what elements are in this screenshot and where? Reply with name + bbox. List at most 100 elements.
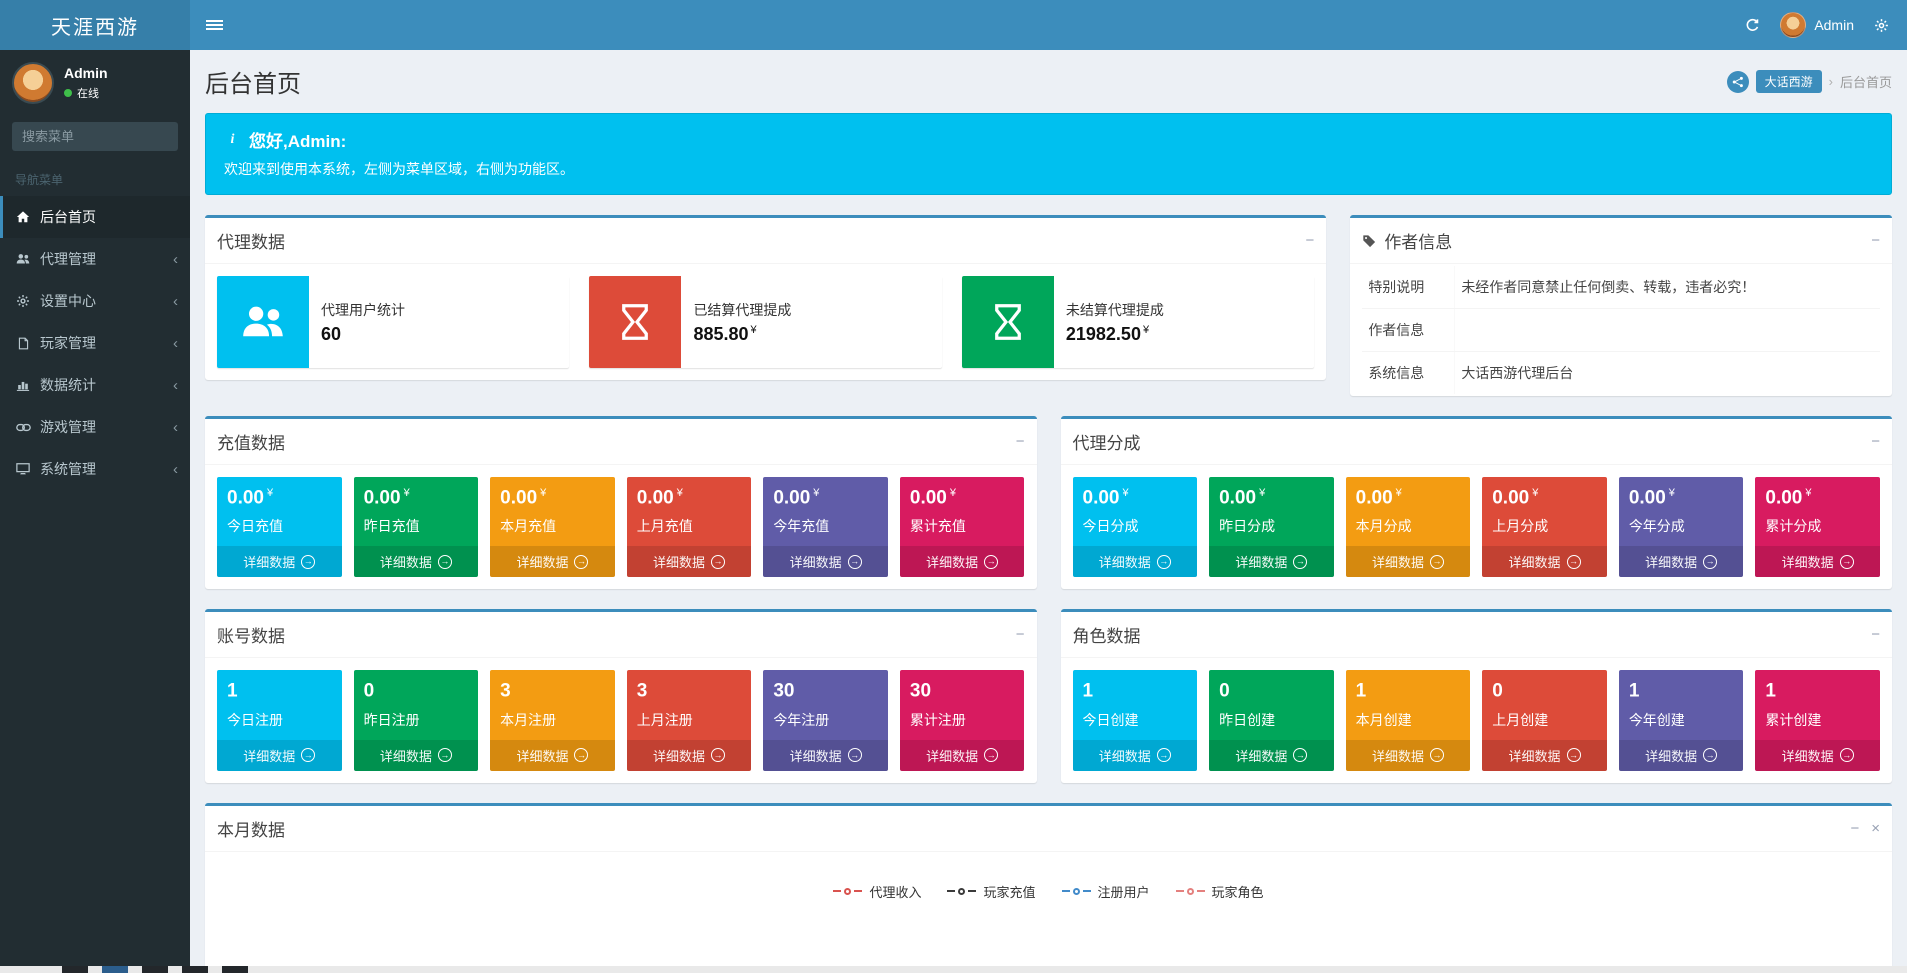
user-menu[interactable]: Admin — [1780, 12, 1854, 38]
sidebar-toggle-button[interactable] — [190, 0, 238, 50]
sidebar-item-dashboard[interactable]: 后台首页 — [0, 196, 190, 238]
tile-label: 累计分成 — [1765, 518, 1822, 535]
tile-value: 1 — [1082, 680, 1094, 702]
user-avatar — [1780, 12, 1807, 38]
refresh-button[interactable] — [1745, 18, 1760, 33]
tile-label: 今日充值 — [227, 518, 283, 535]
tile-detail-link[interactable]: 详细数据 → — [626, 546, 752, 578]
breadcrumb: 大话西游 › 后台首页 — [1726, 70, 1892, 93]
share-icon[interactable] — [1726, 70, 1749, 93]
collapse-button[interactable]: − — [1871, 232, 1880, 249]
stat-tile: 0 昨日注册 详细数据 → — [353, 670, 479, 771]
sidebar-user-avatar — [12, 62, 54, 104]
collapse-button[interactable]: − — [1850, 819, 1860, 837]
sidebar-item-player-management[interactable]: 玩家管理 ‹ — [0, 322, 190, 364]
arrow-circle-icon: → — [1429, 748, 1444, 763]
tile-value: 30 — [773, 680, 795, 702]
legend-circle-icon — [844, 887, 852, 895]
stat-value: 21982.50 ¥ — [1065, 323, 1150, 344]
tile-detail-link[interactable]: 详细数据 → — [626, 739, 752, 771]
box-title: 充值数据 — [217, 434, 285, 453]
tile-detail-link[interactable]: 详细数据 → — [1482, 546, 1607, 578]
tile-detail-link[interactable]: 详细数据 → — [1345, 546, 1471, 578]
legend-item[interactable]: 注册用户 — [1061, 882, 1150, 901]
legend-item[interactable]: 代理收入 — [833, 882, 921, 901]
legend-line-icon — [1196, 890, 1205, 893]
tile-detail-link[interactable]: 详细数据 → — [217, 739, 342, 771]
chevron-left-icon: ‹ — [173, 460, 178, 478]
main-header: 天涯西游 Admin — [0, 0, 1907, 50]
arrow-circle-icon: → — [984, 554, 999, 569]
collapse-button[interactable]: − — [1305, 232, 1315, 249]
collapse-button[interactable]: − — [1015, 433, 1025, 450]
tile-detail-link[interactable]: 详细数据 → — [899, 739, 1025, 771]
tile-detail-link[interactable]: 详细数据 → — [1072, 546, 1198, 578]
chevron-left-icon: ‹ — [173, 376, 178, 394]
tile-detail-link[interactable]: 详细数据 → — [763, 546, 888, 578]
sidebar: Admin 在线 导航菜单 后台首页 代理管理 ‹ 设置中心 ‹ 玩家管理 ‹ — [0, 50, 190, 973]
app-logo[interactable]: 天涯西游 — [0, 0, 190, 50]
author-info-row: 作者信息 — [1362, 309, 1880, 352]
stat-tile: 0.00 ¥ 今年分成 详细数据 → — [1618, 477, 1744, 578]
users-icon — [15, 252, 31, 266]
search-input[interactable] — [12, 122, 178, 151]
tile-detail-link[interactable]: 详细数据 → — [1755, 546, 1880, 578]
status-dot-icon — [64, 89, 72, 97]
tile-detail-link[interactable]: 详细数据 → — [353, 739, 479, 771]
arrow-circle-icon: → — [301, 554, 316, 569]
arrow-circle-icon: → — [711, 554, 726, 569]
arrow-circle-icon: → — [1839, 554, 1854, 569]
tile-detail-link[interactable]: 详细数据 → — [763, 739, 888, 771]
refresh-icon — [1745, 18, 1760, 33]
collapse-button[interactable]: − — [1871, 626, 1880, 644]
chevron-left-icon: ‹ — [173, 418, 178, 436]
collapse-button[interactable]: − — [1871, 433, 1880, 450]
tile-detail-link[interactable]: 详细数据 → — [1755, 739, 1880, 771]
users-icon — [217, 276, 309, 368]
arrow-circle-icon: → — [847, 748, 862, 763]
stat-tile: 1 今日注册 详细数据 → — [217, 670, 342, 771]
tile-value: 0.00 ¥ — [1355, 487, 1402, 509]
arrow-circle-icon: → — [574, 554, 589, 569]
sidebar-item-agent-management[interactable]: 代理管理 ‹ — [0, 238, 190, 280]
user-panel: Admin 在线 — [0, 50, 190, 116]
stat-tile: 1 今年创建 详细数据 → — [1618, 670, 1744, 771]
settings-button[interactable] — [1874, 18, 1889, 33]
sidebar-item-settings-center[interactable]: 设置中心 ‹ — [0, 280, 190, 322]
tile-detail-link[interactable]: 详细数据 → — [1618, 739, 1744, 771]
legend-item[interactable]: 玩家角色 — [1175, 882, 1264, 901]
tile-detail-link[interactable]: 详细数据 → — [1072, 739, 1198, 771]
tile-detail-link[interactable]: 详细数据 → — [490, 546, 615, 578]
legend-line-icon — [854, 890, 863, 893]
legend-line-icon — [1082, 890, 1091, 893]
tile-detail-link[interactable]: 详细数据 → — [1209, 546, 1334, 578]
alert-message: 欢迎来到使用本系统，左侧为菜单区域，右侧为功能区。 — [224, 161, 574, 177]
agent-data-box: 代理数据 − 代理用户统计 60 — [205, 215, 1327, 380]
sidebar-item-data-statistics[interactable]: 数据统计 ‹ — [0, 364, 190, 406]
tile-label: 今日分成 — [1082, 518, 1139, 535]
tile-detail-link[interactable]: 详细数据 → — [1482, 739, 1607, 771]
close-button[interactable]: × — [1871, 819, 1880, 837]
sidebar-item-system-management[interactable]: 系统管理 ‹ — [0, 448, 190, 490]
stat-tile: 0.00 ¥ 本月充值 详细数据 → — [490, 477, 615, 578]
tile-label: 本月注册 — [500, 711, 557, 728]
tile-value: 0 — [1219, 680, 1230, 702]
sidebar-item-game-management[interactable]: 游戏管理 ‹ — [0, 406, 190, 448]
arrow-circle-icon: → — [1703, 554, 1718, 569]
tile-detail-link[interactable]: 详细数据 → — [1618, 546, 1744, 578]
collapse-button[interactable]: − — [1015, 626, 1025, 644]
tile-detail-link[interactable]: 详细数据 → — [353, 546, 479, 578]
page-title: 后台首页 — [205, 71, 301, 98]
tile-detail-link[interactable]: 详细数据 → — [899, 546, 1025, 578]
tile-detail-link[interactable]: 详细数据 → — [217, 546, 342, 578]
tile-detail-link[interactable]: 详细数据 → — [490, 739, 615, 771]
tile-detail-link[interactable]: 详细数据 → — [1345, 739, 1471, 771]
breadcrumb-badge[interactable]: 大话西游 — [1755, 70, 1822, 93]
tile-detail-link[interactable]: 详细数据 → — [1209, 739, 1334, 771]
arrow-circle-icon: → — [984, 748, 999, 763]
tile-value: 0.00 ¥ — [773, 487, 820, 509]
stat-tile: 0 上月创建 详细数据 → — [1482, 670, 1607, 771]
legend-circle-icon — [958, 887, 966, 895]
commission-data-box: 代理分成 − 0.00 ¥ 今日分成 详细数据 → — [1060, 416, 1892, 590]
legend-item[interactable]: 玩家充值 — [947, 882, 1036, 901]
